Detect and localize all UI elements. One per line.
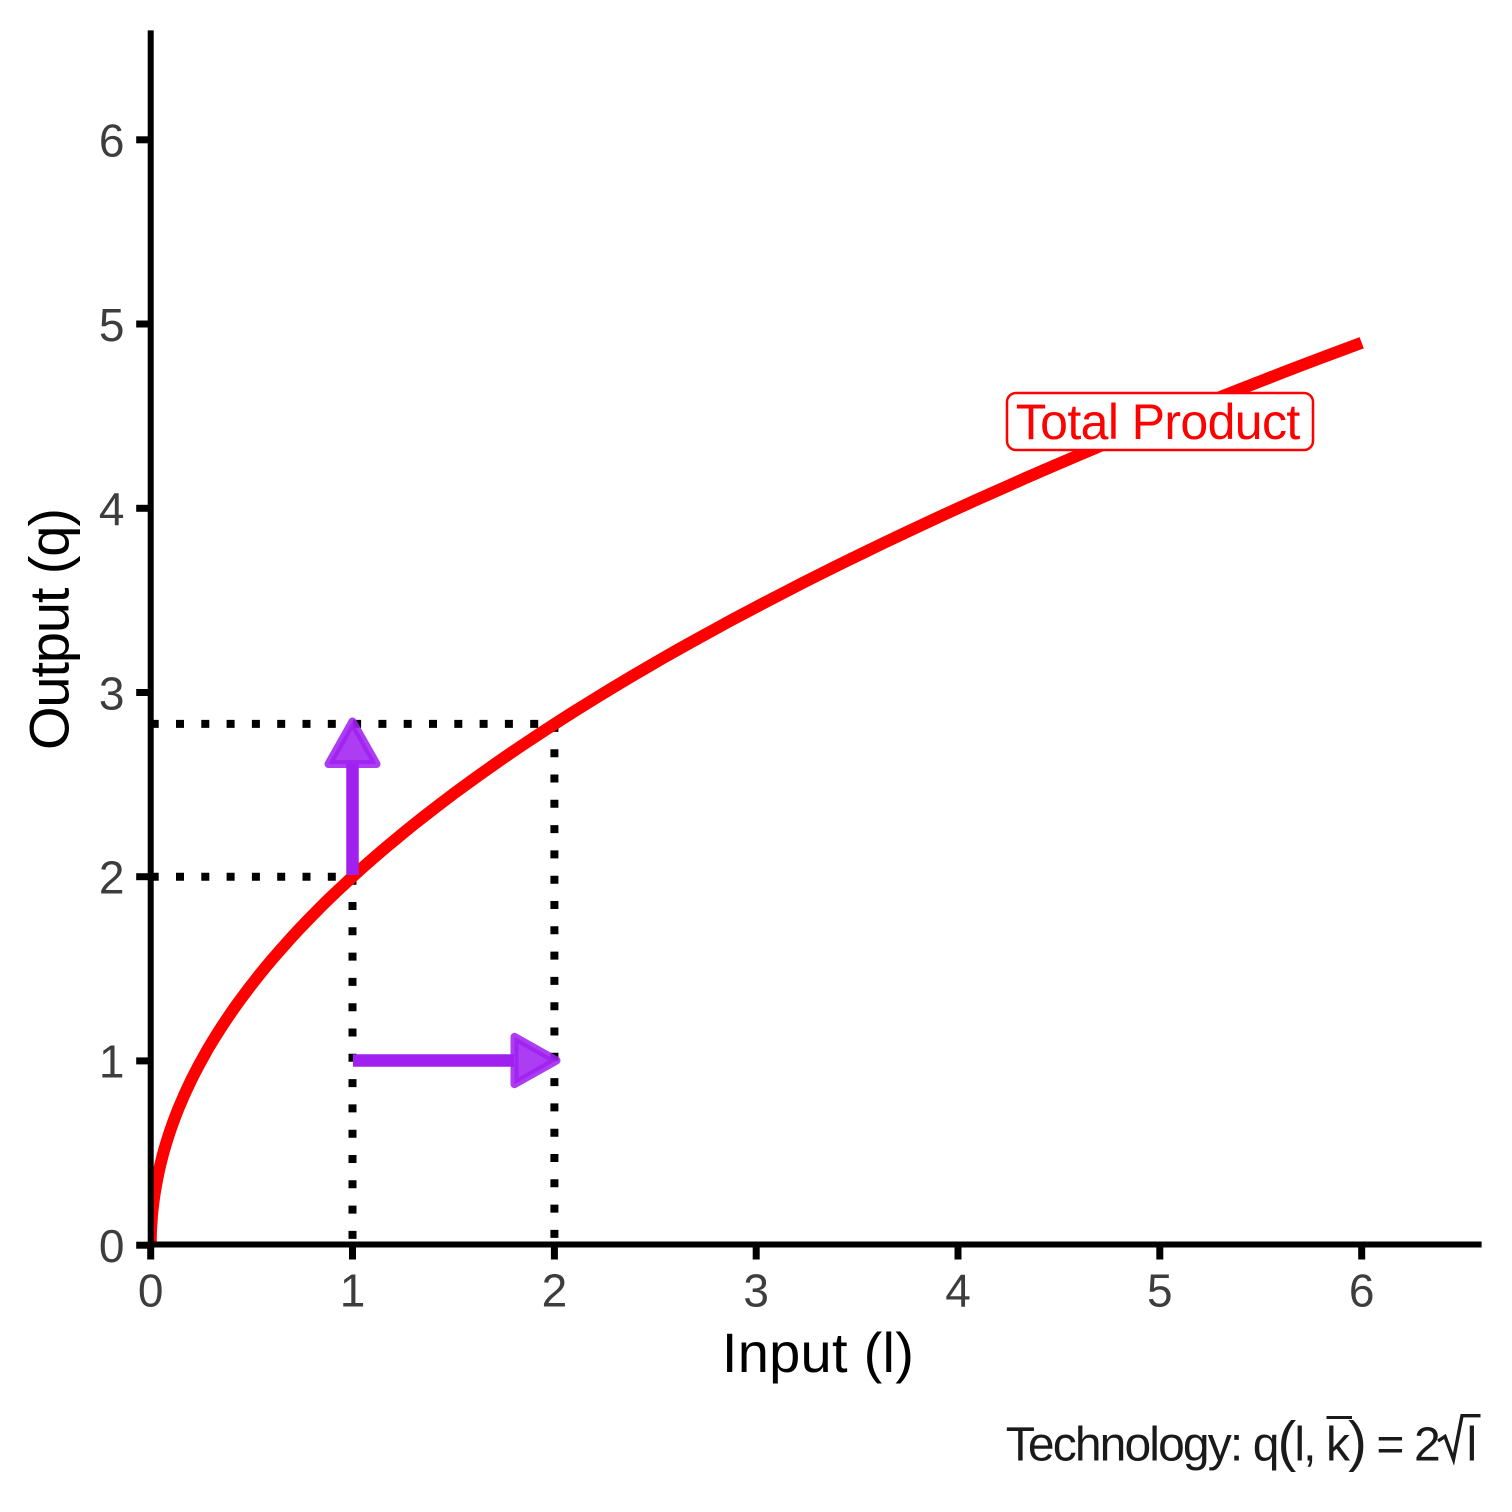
- svg-text:1: 1: [340, 1264, 366, 1316]
- svg-text:3: 3: [99, 667, 125, 719]
- svg-text:4: 4: [945, 1264, 971, 1316]
- svg-text:6: 6: [1349, 1264, 1375, 1316]
- svg-text:4: 4: [99, 483, 125, 535]
- svg-text:1: 1: [99, 1036, 125, 1088]
- svg-text:2: 2: [542, 1264, 568, 1316]
- svg-text:Technology: q(l, k) = 2: Technology: q(l, k) = 2: [1006, 1410, 1441, 1473]
- svg-text:6: 6: [99, 115, 125, 167]
- svg-text:5: 5: [1147, 1264, 1173, 1316]
- svg-text:0: 0: [138, 1264, 164, 1316]
- svg-text:2: 2: [99, 852, 125, 904]
- svg-text:5: 5: [99, 299, 125, 351]
- svg-text:0: 0: [99, 1220, 125, 1272]
- svg-text:Total Product: Total Product: [1016, 394, 1301, 450]
- svg-text:l: l: [1467, 1419, 1478, 1472]
- svg-text:Output (q): Output (q): [18, 508, 81, 750]
- svg-text:3: 3: [743, 1264, 769, 1316]
- svg-text:Input (l): Input (l): [722, 1321, 914, 1384]
